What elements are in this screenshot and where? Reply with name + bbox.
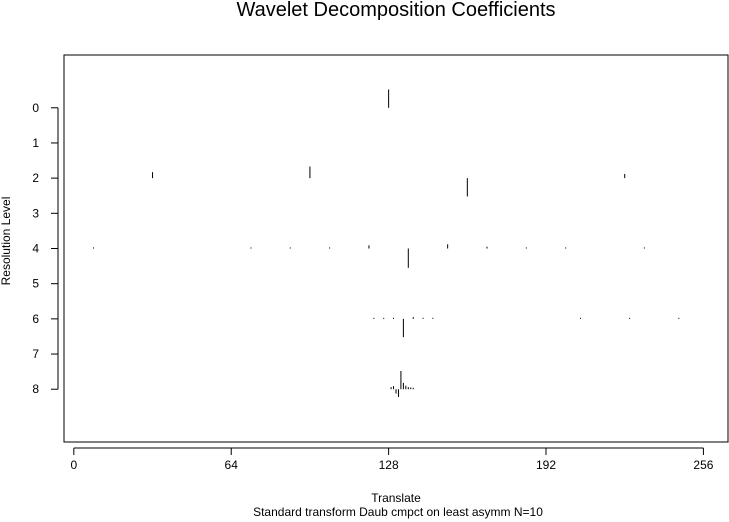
- x-axis: 0 64 128 192 256: [70, 447, 714, 472]
- y-tick-label: 7: [32, 347, 39, 361]
- coefficient-marks: [93, 89, 680, 397]
- x-tick-label: 0: [70, 458, 77, 472]
- x-tick-label: 64: [225, 458, 239, 472]
- y-axis-label: Resolution Level: [0, 196, 13, 286]
- y-tick-label: 0: [32, 101, 39, 115]
- y-tick-label: 3: [32, 206, 39, 220]
- x-tick-label: 128: [379, 458, 399, 472]
- chart-title: Wavelet Decomposition Coefficients: [236, 0, 556, 21]
- y-tick-label: 4: [32, 242, 39, 256]
- y-tick-label: 1: [32, 136, 39, 150]
- x-tick-label: 256: [693, 458, 713, 472]
- plot-frame: [63, 54, 729, 443]
- chart-subtitle: Standard transform Daub cmpct on least a…: [253, 505, 543, 519]
- y-tick-label: 6: [32, 312, 39, 326]
- y-axis: 0 1 2 3 4 5 6 7 8: [32, 101, 59, 396]
- y-tick-label: 8: [32, 382, 39, 396]
- y-tick-label: 5: [32, 277, 39, 291]
- x-axis-label: Translate: [371, 491, 421, 505]
- x-tick-label: 192: [536, 458, 556, 472]
- y-tick-label: 2: [32, 171, 39, 185]
